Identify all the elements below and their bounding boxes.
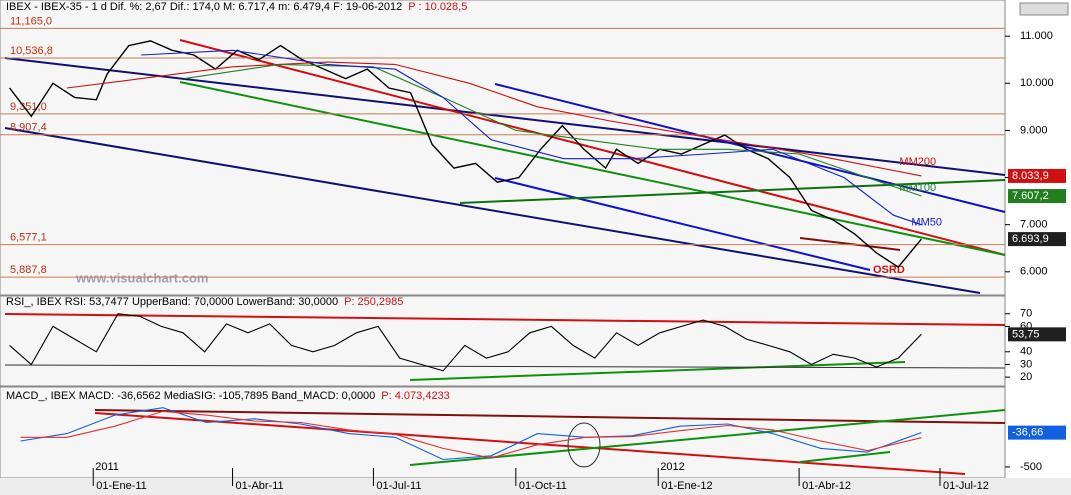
x-tick-label: 01-Jul-11 — [376, 480, 421, 492]
y-tick-label: 7.000 — [1020, 219, 1048, 231]
trend-line — [459, 179, 1006, 204]
watermark: www.visualchart.com — [75, 270, 208, 285]
value-tag-label: -36,66 — [1012, 427, 1043, 439]
year-label: 2011 — [95, 461, 119, 473]
series-name: MM50 — [911, 217, 942, 229]
x-tick-label: 01-Abr-11 — [236, 480, 284, 492]
header-text: RSI_, IBEX RSI: 53,7477 UpperBand: 70,00… — [6, 296, 338, 308]
y-tick-label: 40 — [1020, 346, 1032, 358]
level-label: 8,907,4 — [10, 122, 47, 134]
y-tick-label: 10.000 — [1020, 77, 1054, 89]
trend-line — [494, 83, 1006, 213]
panel-header: MACD_, IBEX MACD: -36,6562 MediaSIG: -10… — [6, 390, 450, 402]
trend-line — [4, 127, 981, 294]
x-axis-bar — [0, 478, 1071, 495]
series-line — [20, 410, 922, 459]
panel-header: RSI_, IBEX RSI: 53,7477 UpperBand: 70,00… — [6, 296, 403, 308]
series-line — [184, 63, 922, 197]
y-tick-label: 20 — [1020, 371, 1032, 383]
value-tag — [1008, 168, 1066, 183]
series-line — [66, 61, 922, 177]
y-tick-label: 70 — [1020, 308, 1032, 320]
x-tick-label: 01-Abr-12 — [802, 480, 851, 492]
y-tick-label: -500 — [1020, 461, 1042, 473]
value-tag — [1008, 189, 1066, 204]
series-name: MM100 — [899, 182, 936, 194]
value-tag-label: 6.693,9 — [1012, 233, 1049, 245]
level-label: 11,165,0 — [10, 15, 52, 27]
trend-line — [799, 451, 891, 463]
trend-line — [4, 364, 1006, 369]
trend-line — [94, 409, 1006, 424]
header-p: P : 10.028,5 — [408, 1, 467, 13]
trend-line — [409, 409, 1006, 466]
y-tick-label: 11.000 — [1020, 30, 1053, 42]
trend-lines — [4, 39, 1006, 475]
x-tick-label: 01-Ene-11 — [96, 480, 147, 492]
trend-line — [94, 412, 966, 475]
series-line — [20, 407, 922, 461]
rsi-panel — [0, 295, 1006, 387]
y-tick-label: 6.000 — [1020, 266, 1048, 278]
window-buttons[interactable] — [1019, 2, 1069, 16]
level-label: 6,577,1 — [10, 232, 47, 244]
value-tag — [1008, 232, 1066, 247]
trend-line — [4, 57, 1006, 176]
level-label: 9,351,0 — [10, 101, 47, 113]
series-name: MM200 — [899, 156, 936, 168]
highlight-circle — [567, 422, 601, 468]
value-tag — [1008, 327, 1066, 342]
series-line — [141, 49, 922, 226]
header-p: P: 250,2985 — [344, 296, 403, 308]
header-text: IBEX - IBEX-35 - 1 d Dif. %: 2,67 Dif.: … — [6, 1, 402, 13]
series-line — [9, 313, 922, 372]
y-tick-label: 30 — [1020, 358, 1032, 370]
level-label: 10,536,8 — [10, 45, 53, 57]
header-p: P: 4.073,4233 — [381, 390, 450, 402]
header-text: MACD_, IBEX MACD: -36,6562 MediaSIG: -10… — [6, 390, 375, 402]
y-tick-label: 9.000 — [1020, 124, 1048, 136]
price-panel — [0, 0, 1006, 296]
panel-header: IBEX - IBEX-35 - 1 d Dif. %: 2,67 Dif.: … — [6, 1, 467, 13]
x-tick-label: 01-Jul-12 — [943, 480, 989, 492]
trend-line — [4, 313, 1006, 326]
level-label: 5,887,8 — [10, 264, 47, 276]
value-tag-label: 8.033,9 — [1012, 170, 1049, 182]
trend-line — [409, 361, 906, 381]
x-tick-label: 01-Ene-12 — [661, 480, 712, 492]
trend-line — [494, 177, 871, 271]
year-label: 2012 — [660, 461, 684, 473]
value-tag-label: 7.607,2 — [1012, 190, 1049, 202]
series-line — [9, 40, 922, 269]
trend-line — [179, 81, 1006, 256]
value-tag — [1008, 425, 1066, 440]
x-tick-label: 01-Oct-11 — [519, 480, 567, 492]
macd-panel — [0, 386, 1006, 479]
value-tag-label: 53,75 — [1012, 328, 1040, 340]
trend-line — [799, 237, 901, 251]
trend-line — [179, 39, 1006, 256]
